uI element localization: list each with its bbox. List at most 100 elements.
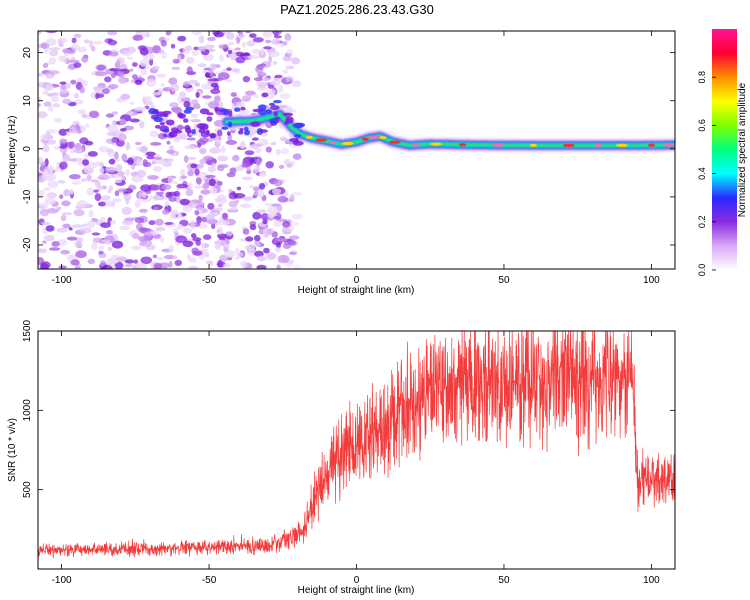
spectrogram-noise-blob — [61, 212, 73, 216]
spectrogram-noise-blob — [135, 79, 143, 86]
spectrogram-noise-blob — [230, 52, 237, 61]
spectrogram-noise-blob — [291, 213, 303, 220]
spectrogram-noise-blob — [192, 237, 202, 242]
spectrogram-noise-blob — [196, 171, 209, 179]
spectrogram-noise-blob — [160, 83, 165, 87]
spectrogram-noise-blob — [202, 95, 212, 99]
spectrogram-noise-blob — [149, 195, 162, 201]
spectrogram-noise-blob — [126, 56, 133, 60]
spectrogram-noise-blob — [106, 124, 118, 133]
spectrogram-noise-blob — [57, 180, 66, 184]
spectrogram-hotspot — [492, 143, 505, 147]
spectrogram-ridge-blob — [165, 119, 175, 126]
spectrogram-noise-blob — [91, 242, 98, 251]
spectrogram-noise-blob — [187, 169, 195, 177]
spectrogram-noise-blob — [73, 93, 79, 99]
spectrogram-noise-blob — [42, 240, 47, 244]
spectrogram-noise-blob — [94, 180, 101, 188]
spectrogram-noise-blob — [174, 259, 182, 266]
spectrogram-noise-blob — [185, 45, 193, 52]
spectrogram-noise-blob — [38, 190, 45, 197]
spectrogram-noise-blob — [100, 222, 111, 229]
spectrogram-noise-blob — [167, 31, 172, 35]
spectrogram-noise-blob — [48, 247, 61, 251]
spectrogram-hotspot — [305, 135, 313, 139]
spectrogram-noise-blob — [180, 168, 186, 177]
spectrogram-noise-blob — [81, 56, 89, 63]
spectrogram-noise-blob — [164, 37, 171, 42]
spectrogram-noise-blob — [282, 220, 291, 228]
spectrogram-noise-blob — [104, 76, 112, 83]
spectrogram-noise-blob — [242, 95, 252, 101]
spectrogram-noise-blob — [242, 228, 250, 235]
spectrogram-noise-blob — [114, 151, 119, 160]
spectrogram-noise-blob — [176, 224, 184, 230]
spectrogram-noise-blob — [249, 224, 257, 231]
spectrogram-noise-blob — [131, 74, 138, 80]
spectrogram-noise-blob — [202, 234, 212, 240]
spectrogram-noise-blob — [264, 39, 272, 44]
spectrogram-noise-blob — [159, 236, 165, 243]
spectrogram-noise-blob — [136, 147, 141, 151]
spectrogram-noise-blob — [247, 54, 260, 60]
spectrogram-ridge-blob — [209, 133, 215, 139]
spectrogram-ridge-blob — [168, 132, 175, 137]
spectrogram-noise-blob — [134, 141, 142, 146]
spectrogram-noise-blob — [136, 158, 144, 167]
spectrogram-noise-blob — [57, 38, 63, 45]
spectrogram-noise-blob — [137, 45, 147, 51]
spectrogram-noise-blob — [235, 247, 240, 253]
spectrogram-noise-blob — [205, 72, 210, 78]
spectrogram-noise-blob — [48, 70, 60, 75]
spectrogram-noise-blob — [232, 154, 240, 162]
spectrogram-ridge-blob — [273, 111, 278, 117]
spectrogram-noise-blob — [73, 33, 82, 38]
spectrogram-noise-blob — [45, 225, 55, 232]
spectrogram-noise-blob — [227, 41, 235, 46]
spectrogram-noise-blob — [59, 145, 68, 149]
spectrogram-noise-blob — [153, 262, 163, 269]
spectrogram-noise-blob — [96, 64, 106, 71]
spectrogram-noise-blob — [125, 111, 135, 115]
spectrogram-noise-blob — [111, 138, 117, 143]
spectrogram-noise-blob — [117, 188, 127, 193]
spectrogram-noise-blob — [70, 148, 75, 155]
spectrogram-noise-blob — [193, 103, 201, 110]
spectrogram-hotspot — [412, 143, 419, 147]
spectrogram-noise-blob — [168, 144, 175, 151]
spectrogram-noise-blob — [254, 240, 261, 248]
spectrogram-noise-blob — [207, 166, 217, 171]
colorbar-tick-label: 0.4 — [697, 167, 707, 180]
spectrogram-ridge-blob — [226, 131, 231, 136]
spectrogram-noise-blob — [107, 246, 112, 251]
spectrogram-noise-blob — [208, 212, 221, 216]
spectrogram-noise-blob — [139, 242, 146, 247]
spectrogram-noise-blob — [60, 214, 67, 222]
colorbar-gradient — [712, 29, 737, 270]
spectrogram-noise-blob — [140, 227, 152, 232]
spectrogram-noise-blob — [149, 130, 159, 138]
spectrogram-noise-blob — [171, 66, 181, 70]
spectrogram-noise-blob — [68, 141, 76, 149]
spectrogram-noise-blob — [93, 40, 104, 45]
spectrogram-noise-blob — [115, 163, 123, 172]
spectrogram-noise-blob — [87, 258, 96, 264]
spectrogram-hotspot — [329, 140, 337, 145]
spectrogram-noise-blob — [170, 43, 176, 49]
colorbar-label: Normalized spectral amplitude — [737, 82, 748, 217]
spectrogram-noise-blob — [89, 110, 99, 119]
spectrogram-noise-blob — [274, 74, 283, 79]
spectrogram-noise-blob — [100, 239, 110, 244]
spectrogram-noise-blob — [207, 78, 220, 82]
spectrogram-noise-blob — [93, 189, 99, 193]
spectrogram-noise-blob — [159, 52, 168, 56]
spectrogram-noise-blob — [81, 79, 88, 87]
spectrogram-noise-blob — [197, 63, 207, 68]
spectrogram-noise-blob — [191, 233, 197, 239]
spectrogram-noise-blob — [256, 255, 266, 262]
spectrogram-noise-blob — [71, 224, 83, 229]
spectrogram-noise-blob — [155, 226, 166, 232]
spectrogram-noise-blob — [42, 145, 50, 153]
spectrogram-noise-blob — [48, 105, 54, 113]
spectrogram-noise-blob — [146, 155, 155, 160]
